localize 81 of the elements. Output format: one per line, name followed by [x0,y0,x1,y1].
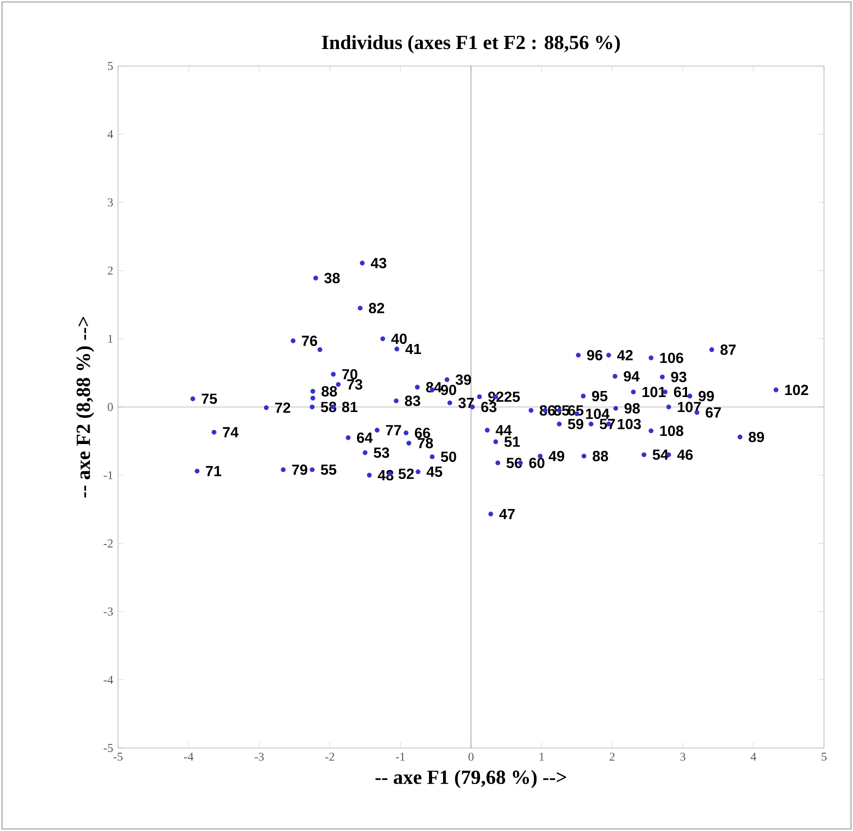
annotation: 70 [342,369,358,380]
annotation: 38 [324,272,340,284]
y-tick-label: -1 [104,471,113,480]
y-tick-label: -3 [104,608,113,616]
annotation: 77 [386,425,402,436]
x-tick-label: 3 [680,752,686,761]
annotation: 43 [370,258,386,268]
annotation: 51 [504,436,520,447]
annotation: 25 [504,392,520,402]
x-tick-label: -1 [396,752,405,761]
annotation: 83 [404,396,420,406]
annotation: 39 [456,374,472,385]
annotation: 66 [414,428,430,438]
annotation: 67 [706,407,721,418]
annotation: 53 [374,447,390,458]
annotation: 45 [426,466,442,477]
x-tick-label: -2 [325,752,334,761]
annotation: 50 [440,452,456,462]
y-axis-title: -- axe F2 (8,88 %) --> [76,316,94,498]
annotation: 74 [222,427,239,438]
annotation: 40 [391,334,407,344]
y-tick-label: -4 [104,676,114,684]
annotation: 47 [499,509,515,520]
x-tick-label: -4 [184,752,194,761]
annotation: 71 [206,466,222,476]
annotation: 55 [320,464,336,475]
x-tick-label: 2 [610,752,615,761]
y-tick-label: 0 [108,402,113,412]
annotation: 81 [342,402,358,412]
annotation: 79 [292,464,308,475]
annotation: 95 [592,390,608,402]
x-axis-title: -- axe F1 (79,68 %) --> [376,770,566,788]
y-tick-label: 1 [108,334,113,343]
annotation: 78 [418,438,433,448]
x-tick-label: -5 [113,752,123,761]
annotation: 60 [529,458,544,468]
annotation: 98 [624,403,640,414]
annotation: 41 [405,344,422,354]
annotation: 88 [322,386,337,396]
annotation: 63 [481,402,496,412]
x-tick-label: -3 [254,752,264,761]
annotation: 61 [674,386,690,398]
annotation: 93 [671,372,686,382]
x-tick-label: 1 [540,752,544,761]
annotation: 99 [698,390,714,402]
annotation: 90 [440,384,456,396]
annotation: 88 [592,450,608,462]
annotation: 59 [568,418,584,430]
y-tick-label: 2 [108,266,113,275]
annotation: 37 [458,398,474,408]
annotation: 75 [202,394,217,404]
annotation: 52 [398,468,414,480]
y-tick-label: -5 [104,744,113,752]
annotation: 44 [496,425,512,436]
x-tick-label: 0 [468,752,474,761]
annotation: 87 [720,344,736,355]
x-tick-label: 5 [822,752,827,761]
annotation: 46 [677,450,693,460]
annotation: 64 [356,432,373,443]
y-tick-label: 5 [108,62,113,70]
annotation: 102 [785,384,808,396]
annotation: 103 [618,418,641,430]
y-tick-label: 3 [108,198,113,206]
annotation: 96 [587,350,602,360]
annotation: 94 [624,371,640,382]
annotation: 92 [488,392,504,402]
x-tick-label: 4 [750,752,756,761]
annotation: 73 [347,379,362,390]
annotation: 49 [548,450,564,462]
annotation: 82 [368,302,384,314]
annotation: 106 [660,352,684,364]
annotation: 72 [275,402,290,413]
annotation: 104 [586,408,610,419]
y-tick-label: -2 [104,539,113,548]
annotation: 107 [678,402,701,412]
chart-title: Individus (axes F1 et F2 : 88,56 %) [322,35,620,54]
annotation: 42 [617,350,633,360]
annotation: 76 [302,336,318,346]
y-tick-label: 4 [108,130,114,138]
annotation: 108 [660,426,684,436]
annotation: 89 [748,432,764,442]
